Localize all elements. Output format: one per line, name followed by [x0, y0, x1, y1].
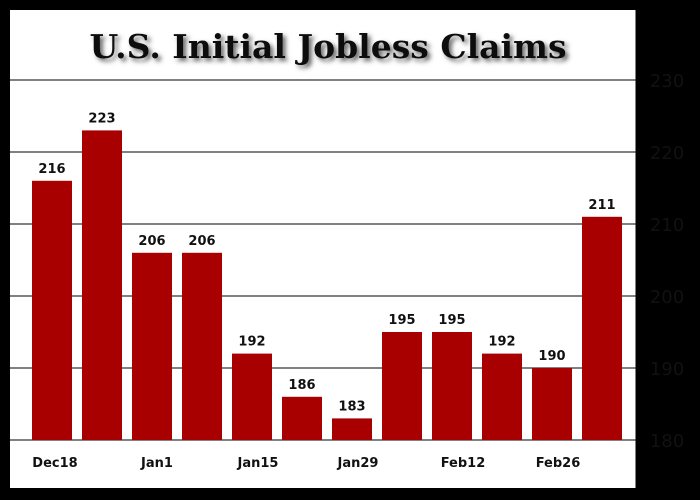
bar — [82, 130, 122, 440]
x-axis-ticks: Dec18 Jan1 Jan15 Jan29 Feb12 Feb26 — [32, 456, 580, 471]
x-tick-label: Feb26 — [536, 456, 581, 471]
y-tick-label: 220 — [650, 143, 684, 164]
data-labels: 216 223 206 206 192 186 183 195 195 192 190 211 — [38, 111, 615, 414]
x-tick-label: Jan29 — [337, 456, 379, 471]
bar — [432, 332, 472, 440]
x-tick-label: Feb12 — [441, 456, 486, 471]
bars — [32, 130, 622, 441]
x-tick-label: Jan15 — [237, 456, 279, 471]
bar — [282, 396, 322, 440]
data-label: 190 — [538, 349, 565, 364]
data-label: 211 — [588, 198, 615, 213]
bar — [582, 216, 622, 440]
data-label: 195 — [388, 313, 415, 328]
data-label: 223 — [88, 111, 115, 126]
data-label: 206 — [138, 234, 165, 249]
bar — [182, 252, 222, 440]
bar — [232, 353, 272, 440]
data-label: 216 — [38, 162, 65, 177]
data-label: 186 — [288, 378, 315, 393]
data-label: 195 — [438, 313, 465, 328]
y-tick-label: 230 — [650, 71, 684, 92]
y-axis-ticks: 180 190 200 210 220 230 — [650, 71, 684, 452]
bar — [382, 332, 422, 440]
data-label: 183 — [338, 399, 365, 414]
data-label: 192 — [238, 335, 265, 350]
bar — [132, 252, 172, 440]
x-tick-label: Jan1 — [140, 456, 173, 471]
bar — [482, 353, 522, 440]
y-tick-label: 210 — [650, 215, 684, 236]
data-label: 192 — [488, 335, 515, 350]
bar — [532, 368, 572, 440]
y-tick-label: 200 — [650, 287, 684, 308]
x-tick-label: Dec18 — [32, 456, 77, 471]
bar — [32, 180, 72, 441]
y-tick-label: 190 — [650, 359, 684, 380]
data-label: 206 — [188, 234, 215, 249]
y-tick-label: 180 — [650, 431, 684, 452]
chart-title: U.S. Initial Jobless Claims — [89, 27, 566, 66]
bar — [332, 418, 372, 440]
